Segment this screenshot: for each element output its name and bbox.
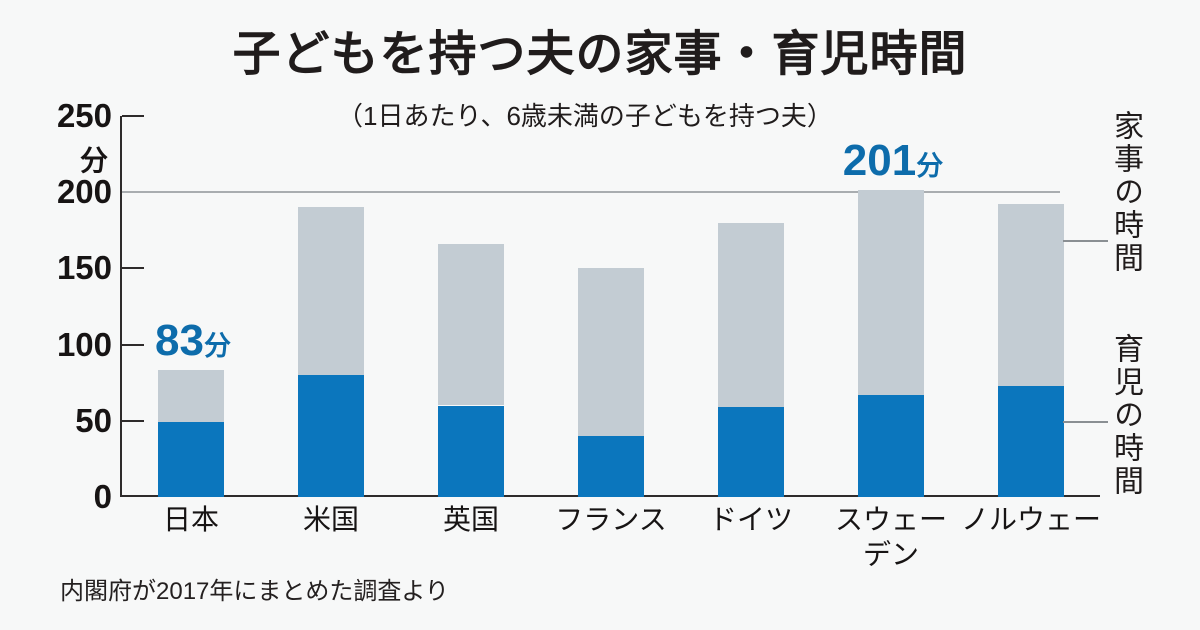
bar-segment-housework-ノルウェー (998, 204, 1064, 386)
y-tick-label-150: 150 (56, 249, 112, 287)
legend-housework-label: 家事の時間 (1109, 110, 1142, 275)
annotation-number: 83 (155, 316, 204, 366)
y-tick-label-50: 50 (75, 401, 112, 439)
y-tick-label-100: 100 (56, 325, 112, 363)
bar-segment-childcare-英国 (438, 405, 504, 497)
bar-segment-housework-スウェーデン (858, 190, 924, 395)
x-axis-label-ドイツ: ドイツ (708, 504, 793, 535)
bar-segment-childcare-日本 (158, 422, 224, 497)
bar-segment-housework-米国 (298, 207, 364, 375)
gridline-200 (122, 191, 1060, 193)
y-axis-unit-label: 分 (79, 145, 108, 176)
annotation-unit: 分 (203, 331, 231, 362)
y-axis-tick-50 (122, 419, 144, 422)
chart-subtitle: （1日あたり、6歳未満の子どもを持つ夫） (337, 101, 833, 131)
bar-segment-housework-日本 (158, 370, 224, 423)
bar-segment-childcare-フランス (578, 436, 644, 497)
bar-segment-childcare-ノルウェー (998, 385, 1064, 497)
chart-title: 子どもを持つ夫の家事・育児時間 (232, 28, 968, 81)
bar-segment-childcare-米国 (298, 375, 364, 497)
value-annotation-日本: 83分 (155, 316, 231, 366)
y-axis-tick-250 (122, 114, 144, 117)
source-note: 内閣府が2017年にまとめた調査より (60, 578, 449, 605)
bar-segment-childcare-ドイツ (718, 407, 784, 497)
y-axis-tick-150 (122, 267, 144, 270)
bar-segment-housework-フランス (578, 268, 644, 436)
y-tick-label-200: 200 (56, 173, 112, 210)
x-axis-label-ノルウェー: ノルウェー (960, 504, 1101, 535)
bar-segment-housework-英国 (438, 243, 504, 406)
x-axis-label-日本: 日本 (162, 504, 219, 535)
y-tick-label-0: 0 (93, 478, 112, 515)
x-axis-label-英国: 英国 (442, 504, 499, 535)
annotation-number: 201 (842, 136, 917, 186)
bar-segment-housework-ドイツ (718, 222, 784, 408)
bar-segment-childcare-スウェーデン (858, 394, 924, 497)
y-tick-label-250: 250 (56, 96, 112, 134)
value-annotation-スウェーデン: 201分 (843, 136, 943, 186)
y-axis-tick-100 (122, 343, 144, 346)
x-axis-label-スウェーデン: スウェー デン (834, 504, 947, 570)
housework-connector-line (1063, 240, 1108, 242)
childcare-connector-line (1063, 421, 1108, 423)
annotation-unit: 分 (916, 151, 944, 182)
x-axis-label-フランス: フランス (555, 504, 667, 535)
y-axis-line (120, 116, 122, 497)
legend-childcare-label: 育児の時間 (1109, 333, 1142, 498)
x-axis-label-米国: 米国 (302, 504, 359, 535)
